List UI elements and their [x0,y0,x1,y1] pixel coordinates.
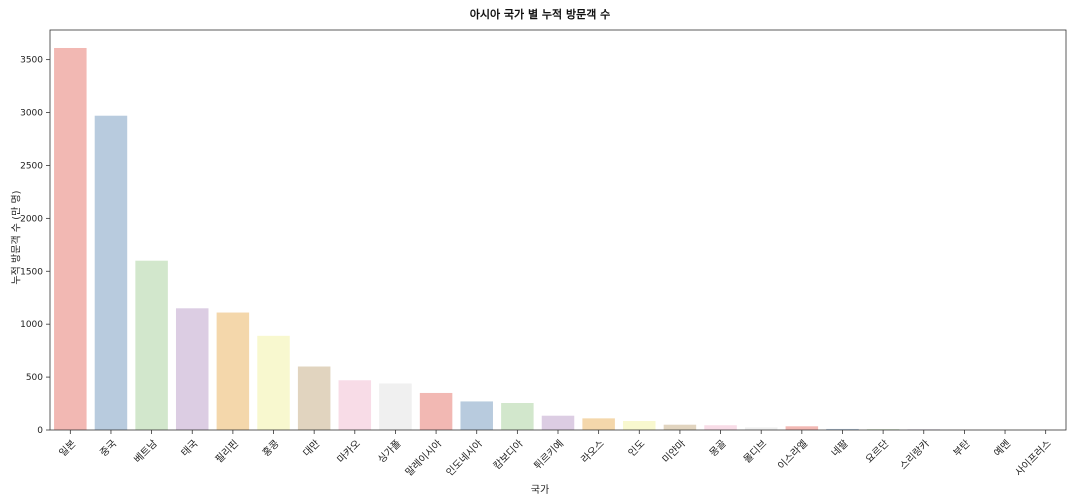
x-tick-label: 부탄 [951,438,973,460]
bar [744,427,778,430]
bar [582,418,615,430]
x-tick-label: 네팔 [829,438,851,460]
bar [785,426,819,430]
bar [663,424,697,430]
x-tick-label: 사이프러스 [1013,438,1054,479]
x-tick-label: 스리랑카 [897,438,932,473]
x-tick-label: 인도네시아 [444,438,485,479]
bar [94,115,128,430]
x-axis-label: 국가 [530,485,550,496]
x-tick-label: 홍콩 [259,437,281,459]
bar [704,425,737,430]
bar [501,403,534,430]
y-tick-label: 2500 [20,161,43,171]
x-tick-label: 중국 [98,438,120,460]
bar [541,415,575,430]
x-tick-label: 싱가폴 [376,438,404,466]
y-tick-label: 0 [37,426,43,436]
x-tick-label: 라오스 [579,438,607,466]
x-tick-label: 베트남 [132,438,160,466]
bar [338,380,372,430]
bar [379,383,412,430]
bar [54,47,87,431]
x-tick-label: 대만 [301,438,323,460]
x-tick-label: 몰디브 [741,438,769,466]
x-tick-label: 마카오 [335,438,363,466]
x-tick-label: 몽골 [707,438,729,460]
y-tick-label: 3500 [20,56,43,66]
bar [866,429,900,430]
x-tick-label: 이스라엘 [775,437,810,472]
x-tick-label: 일본 [57,438,79,460]
bar [257,335,290,430]
x-tick-label: 요르단 [863,438,891,466]
bar [175,308,209,430]
y-tick-label: 2000 [20,214,43,224]
x-tick-label: 예멘 [992,438,1014,460]
bar [216,312,250,430]
bar [135,260,168,430]
x-tick-label: 미얀마 [659,437,688,466]
x-tick-label: 튀르키예 [532,438,567,473]
bar [623,421,656,430]
bar [419,392,453,430]
bar [297,366,331,430]
x-tick-label: 말레이시아 [403,438,444,479]
y-tick-label: 1500 [20,267,43,277]
x-tick-label: 태국 [179,438,201,460]
x-tick-label: 필리핀 [213,438,241,466]
y-tick-label: 3000 [20,109,43,119]
bar [460,401,493,430]
y-tick-label: 500 [26,373,43,383]
x-tick-label: 인도 [626,438,648,460]
x-tick-label: 캄보디아 [491,438,526,473]
y-tick-label: 1000 [20,320,43,330]
bar [826,428,859,430]
chart-title: 아시아 국가 별 누적 방문객 수 [469,8,611,21]
